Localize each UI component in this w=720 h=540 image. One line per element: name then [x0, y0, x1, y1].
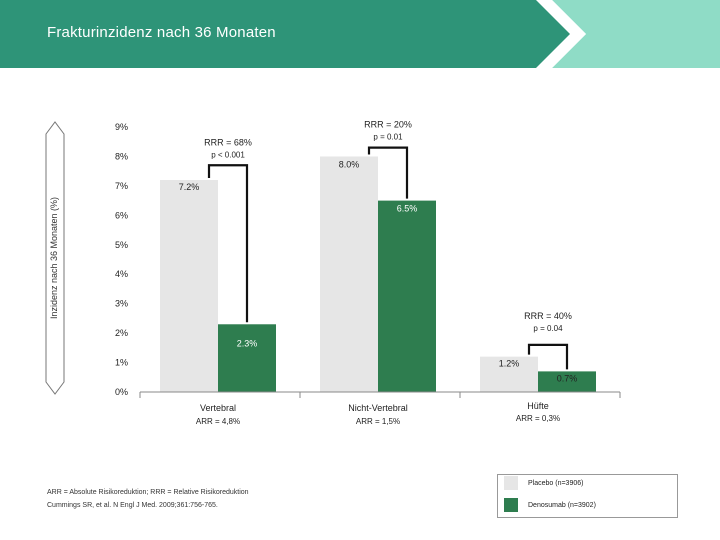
- legend-item-placebo: Placebo (n=3906): [504, 475, 583, 491]
- bar-placebo-0: [160, 180, 218, 392]
- y-tick-label-4: 4%: [115, 269, 128, 279]
- y-tick-label-5: 5%: [115, 240, 128, 250]
- bar-denosumab-0: [218, 324, 276, 392]
- y-tick-label-2: 2%: [115, 328, 128, 338]
- legend-swatch-placebo: [504, 476, 518, 490]
- bar-denosumab-1: [378, 200, 436, 392]
- y-tick-label-9: 9%: [115, 122, 128, 132]
- rrr-label-1: RRR = 20%: [364, 120, 412, 130]
- bar-placebo-1: [320, 156, 378, 392]
- header-band-main: [0, 0, 570, 68]
- y-tick-label-0: 0%: [115, 387, 128, 397]
- legend-swatch-denosumab: [504, 498, 518, 512]
- y-tick-label-8: 8%: [115, 151, 128, 161]
- rrr-label-2: RRR = 40%: [524, 311, 572, 321]
- y-tick-label-3: 3%: [115, 299, 128, 309]
- bar-denosumab-2: [538, 371, 596, 392]
- y-tick-label-1: 1%: [115, 358, 128, 368]
- y-tick-label-7: 7%: [115, 181, 128, 191]
- bar-placebo-2: [480, 356, 538, 392]
- arr-label-2: ARR = 0,3%: [516, 414, 560, 423]
- data-label-placebo-1: 8.0%: [339, 159, 360, 169]
- p-value-label-2: p = 0.04: [533, 324, 563, 333]
- arr-label-1: ARR = 1,5%: [356, 417, 400, 426]
- rrr-label-0: RRR = 68%: [204, 137, 252, 147]
- header-band: [0, 0, 720, 68]
- p-value-label-1: p = 0.01: [373, 133, 403, 142]
- header-band-light: [552, 0, 720, 68]
- category-label-2: Hüfte: [527, 401, 549, 411]
- header-chevron: [536, 0, 586, 68]
- footnote-citation: Cummings SR, et al. N Engl J Med. 2009;3…: [47, 502, 218, 509]
- category-label-0: Vertebral: [200, 403, 236, 413]
- legend: Placebo (n=3906) Denosumab (n=3902): [497, 474, 678, 518]
- data-label-denosumab-2: 0.7%: [557, 373, 578, 383]
- legend-label-denosumab: Denosumab (n=3902): [528, 501, 596, 509]
- category-label-1: Nicht-Vertebral: [348, 403, 408, 413]
- legend-label-placebo: Placebo (n=3906): [528, 479, 584, 487]
- data-label-placebo-0: 7.2%: [179, 182, 200, 192]
- p-value-label-0: p < 0.001: [211, 150, 245, 159]
- legend-item-denosumab: Denosumab (n=3902): [504, 497, 596, 513]
- y-tick-label-6: 6%: [115, 210, 128, 220]
- footnote-abbreviations: ARR = Absolute Risikoreduktion; RRR = Re…: [47, 489, 249, 496]
- data-label-denosumab-0: 2.3%: [237, 338, 258, 348]
- arr-label-0: ARR = 4,8%: [196, 417, 240, 426]
- rrr-bracket-2: [527, 343, 569, 370]
- rrr-bracket-0: [207, 164, 249, 323]
- rrr-bracket-1: [367, 146, 409, 199]
- data-label-denosumab-1: 6.5%: [397, 204, 418, 214]
- data-label-placebo-2: 1.2%: [499, 359, 520, 369]
- ylabel-arrow-outline: [45, 121, 65, 395]
- page-title: Frakturinzidenz nach 36 Monaten: [47, 24, 276, 41]
